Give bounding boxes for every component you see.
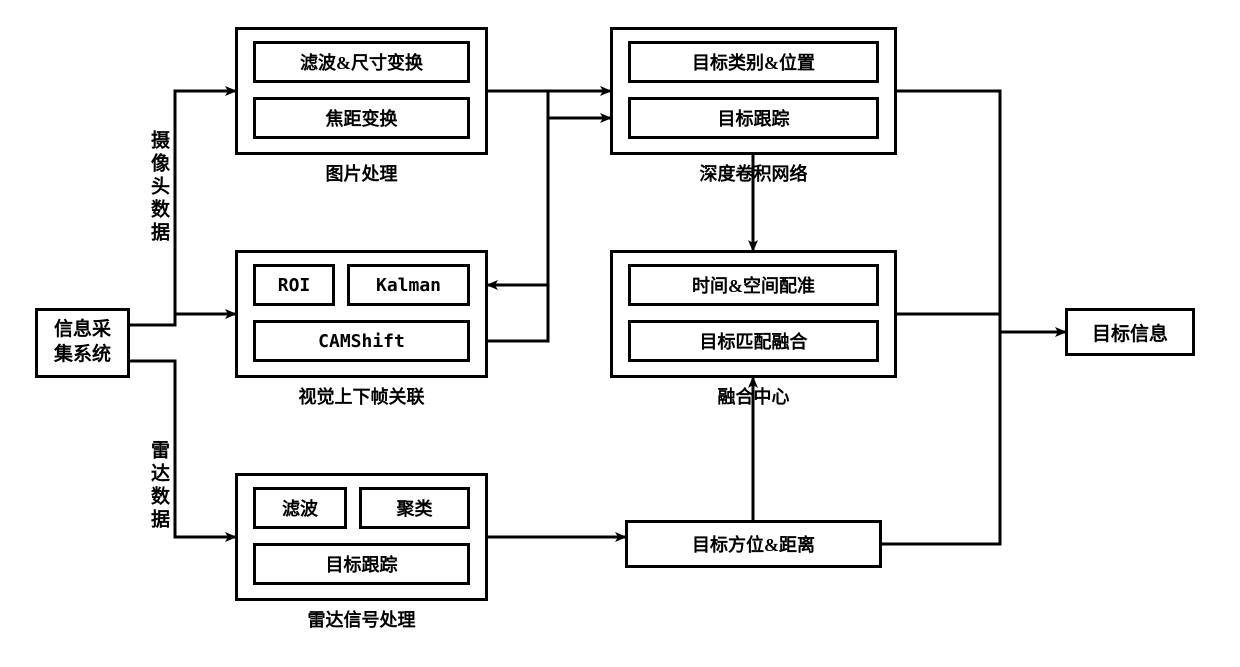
frame-assoc-caption: 视觉上下帧关联 (235, 383, 488, 409)
frame-assoc-roi: ROI (253, 264, 335, 306)
output-box: 目标信息 (1065, 308, 1195, 356)
frame-assoc-camshift: CAMShift (253, 320, 470, 362)
camera-data-label: 摄像头数据 (145, 130, 172, 245)
radar-proc-caption: 雷达信号处理 (235, 606, 488, 632)
frame-assoc-kalman: Kalman (347, 264, 470, 306)
radar-proc-filter: 滤波 (253, 487, 347, 529)
radar-proc-cluster: 聚类 (359, 487, 470, 529)
fusion-item-2: 目标匹配融合 (628, 320, 879, 362)
fusion-item-1: 时间&空间配准 (628, 264, 879, 306)
image-proc-item-2: 焦距变换 (253, 97, 470, 139)
image-proc-item-1: 滤波&尺寸变换 (253, 41, 470, 83)
fusion-caption: 融合中心 (610, 383, 897, 409)
image-proc-caption: 图片处理 (235, 160, 488, 186)
source-box: 信息采 集系统 (35, 308, 130, 378)
radar-proc-track: 目标跟踪 (253, 543, 470, 585)
dcn-item-2: 目标跟踪 (628, 97, 879, 139)
radar-data-label: 雷达数据 (145, 440, 172, 532)
source-label: 信息采 集系统 (54, 318, 111, 367)
dcn-item-1: 目标类别&位置 (628, 41, 879, 83)
dcn-caption: 深度卷积网络 (610, 160, 897, 186)
radar-out-box: 目标方位&距离 (625, 520, 882, 568)
